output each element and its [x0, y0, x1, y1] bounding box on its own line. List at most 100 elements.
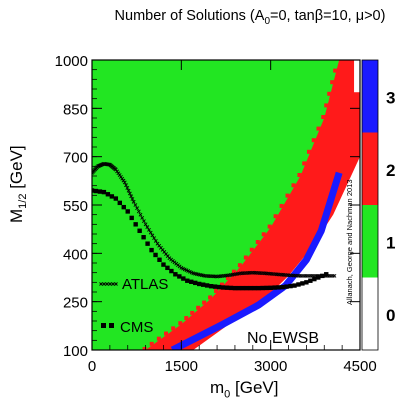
- edge-cell: [231, 269, 236, 274]
- edge-cell: [149, 341, 154, 346]
- cms-point: [312, 276, 317, 282]
- edge-cell: [214, 289, 219, 293]
- edge-cell: [279, 203, 284, 208]
- series-cms-curve: [92, 188, 329, 291]
- cms-point: [212, 284, 218, 289]
- edge-cell: [285, 193, 290, 198]
- region-no-ewsb: [193, 156, 360, 350]
- colorbar-label: 1: [386, 233, 395, 252]
- cms-point: [220, 285, 226, 290]
- cms-point: [260, 285, 265, 291]
- atlas-point: [152, 236, 157, 241]
- cms-point: [292, 283, 297, 288]
- cms-point: [161, 262, 166, 267]
- plot-area: [92, 60, 360, 350]
- cms-point: [177, 274, 182, 279]
- edge-cell: [196, 305, 201, 310]
- atlas-point: [133, 203, 138, 207]
- cms-point: [256, 285, 261, 291]
- atlas-point: [143, 222, 148, 227]
- annotations: No EWSB Allanach, George and Nachman 2013: [247, 179, 354, 347]
- atlas-point: [135, 206, 140, 211]
- colorbar-segment-2: [362, 132, 378, 205]
- edge-cell: [311, 138, 316, 143]
- atlas-point: [131, 199, 136, 204]
- edge-cell: [237, 263, 242, 268]
- edge-cell: [330, 80, 335, 85]
- edge-cell: [333, 68, 338, 73]
- annotation-credit: Allanach, George and Nachman 2013: [345, 179, 354, 305]
- cms-point: [173, 272, 178, 277]
- cms-point: [216, 284, 222, 290]
- legend: ATLAS CMS: [99, 276, 168, 336]
- edge-cell: [164, 331, 169, 336]
- legend-atlas-cross: [108, 282, 112, 286]
- legend-atlas-label: ATLAS: [122, 276, 168, 293]
- cms-point: [193, 280, 198, 286]
- x-axis-label: m0 [GeV]: [210, 378, 279, 401]
- atlas-point: [332, 273, 337, 278]
- region-three-solutions: [170, 171, 343, 350]
- colorbar-segment-0: [362, 277, 378, 350]
- cms-point: [236, 285, 242, 291]
- cms-point: [208, 284, 214, 289]
- legend-cms-dash: [101, 323, 106, 328]
- colorbar-label: 2: [386, 161, 395, 180]
- colorbar-segment-3: [362, 60, 378, 133]
- edge-cell: [225, 276, 230, 281]
- cms-point: [264, 285, 269, 291]
- cms-point: [324, 272, 329, 277]
- cms-point: [308, 278, 313, 283]
- annotation-no-ewsb: No EWSB: [247, 330, 319, 347]
- cms-point: [169, 268, 174, 274]
- edge-cell: [156, 336, 161, 341]
- atlas-point: [124, 183, 128, 188]
- legend-atlas-cross: [99, 282, 103, 286]
- legend-atlas-cross: [114, 282, 118, 286]
- cms-point: [125, 209, 130, 214]
- atlas-point: [150, 233, 155, 238]
- atlas-point: [129, 194, 134, 199]
- colorbar-label: 0: [386, 306, 395, 325]
- edge-cell: [142, 347, 147, 350]
- cms-point: [93, 188, 99, 194]
- edge-cell: [184, 316, 189, 321]
- svg-text:M1/2 [GeV]: M1/2 [GeV]: [7, 145, 28, 223]
- cms-point: [137, 228, 142, 233]
- edge-cell: [208, 295, 213, 300]
- cms-point: [316, 275, 321, 280]
- edge-cell: [297, 173, 302, 177]
- edge-cell: [267, 224, 272, 229]
- atlas-point: [148, 230, 153, 235]
- cms-point: [185, 278, 190, 283]
- edge-cell: [261, 232, 266, 237]
- cms-point: [268, 285, 273, 291]
- cms-point: [252, 285, 257, 291]
- cms-point: [197, 281, 202, 287]
- cms-point: [113, 196, 119, 201]
- series-atlas-curve: [92, 161, 337, 279]
- cms-point: [189, 279, 194, 284]
- y-tick-label: 400: [63, 246, 88, 263]
- region-top-right-white: [354, 60, 360, 93]
- colorbar-border: [361, 59, 379, 351]
- cms-point: [141, 235, 146, 240]
- edge-cell: [291, 183, 296, 188]
- cms-point: [304, 280, 309, 285]
- cms-point: [92, 188, 95, 193]
- edge-cell: [249, 247, 254, 252]
- cms-point: [105, 192, 111, 197]
- edge-cell: [255, 240, 260, 245]
- atlas-point: [153, 238, 158, 243]
- cms-point: [284, 284, 289, 289]
- atlas-point: [140, 215, 145, 220]
- cms-point: [320, 273, 325, 279]
- edge-cell: [324, 103, 329, 108]
- axis-ticks: 0 1500 3000 4500 100 250 400 550 700 850 1000: [55, 53, 377, 375]
- cms-point: [109, 194, 115, 199]
- y-tick-label: 100: [63, 343, 88, 360]
- atlas-point: [138, 212, 143, 217]
- cms-point: [129, 215, 134, 221]
- colorbar-label: 3: [386, 88, 395, 107]
- cms-point: [200, 282, 206, 287]
